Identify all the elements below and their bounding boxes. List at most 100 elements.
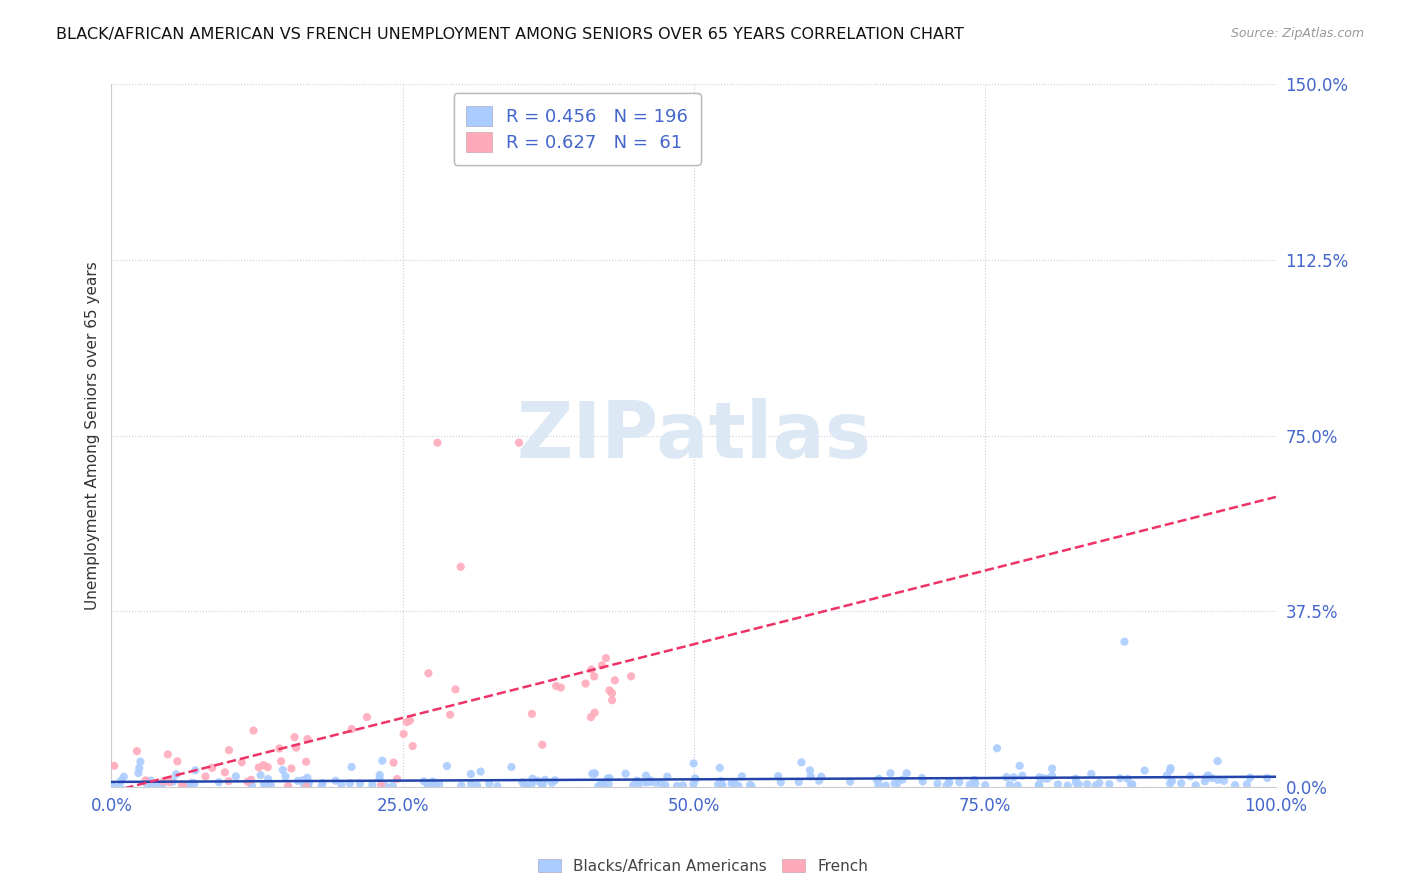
- Point: [252, 758, 274, 772]
- Point: [297, 732, 319, 747]
- Text: Source: ZipAtlas.com: Source: ZipAtlas.com: [1230, 27, 1364, 40]
- Point: [274, 769, 297, 783]
- Point: [709, 761, 731, 775]
- Point: [998, 778, 1021, 792]
- Point: [152, 776, 174, 790]
- Point: [297, 771, 319, 785]
- Point: [738, 778, 761, 792]
- Point: [530, 777, 553, 791]
- Point: [1056, 779, 1078, 793]
- Point: [1236, 777, 1258, 791]
- Point: [620, 669, 643, 683]
- Point: [522, 772, 544, 786]
- Point: [214, 765, 236, 780]
- Point: [634, 769, 657, 783]
- Point: [340, 722, 363, 736]
- Point: [1180, 769, 1202, 783]
- Point: [470, 764, 492, 779]
- Point: [627, 777, 650, 791]
- Point: [1080, 767, 1102, 781]
- Point: [127, 766, 149, 780]
- Point: [583, 766, 606, 780]
- Point: [257, 772, 280, 786]
- Point: [666, 779, 689, 793]
- Point: [427, 777, 450, 791]
- Point: [368, 768, 391, 782]
- Point: [402, 739, 425, 753]
- Point: [710, 774, 733, 789]
- Point: [1064, 772, 1087, 786]
- Point: [218, 743, 240, 757]
- Point: [311, 779, 333, 793]
- Point: [741, 779, 763, 793]
- Point: [1064, 776, 1087, 790]
- Point: [371, 754, 394, 768]
- Point: [963, 772, 986, 787]
- Point: [159, 775, 181, 789]
- Point: [152, 774, 174, 789]
- Point: [129, 755, 152, 769]
- Point: [292, 778, 315, 792]
- Point: [589, 776, 612, 790]
- Text: ZIPatlas: ZIPatlas: [516, 398, 872, 474]
- Point: [370, 778, 392, 792]
- Point: [799, 764, 821, 778]
- Point: [513, 777, 536, 791]
- Point: [596, 772, 619, 786]
- Point: [423, 778, 446, 792]
- Point: [723, 775, 745, 789]
- Point: [995, 770, 1018, 784]
- Point: [208, 775, 231, 789]
- Point: [645, 775, 668, 789]
- Point: [436, 759, 458, 773]
- Point: [614, 766, 637, 780]
- Point: [422, 775, 444, 789]
- Point: [1206, 772, 1229, 787]
- Point: [103, 758, 125, 772]
- Point: [875, 779, 897, 793]
- Point: [156, 747, 179, 762]
- Point: [634, 775, 657, 789]
- Point: [287, 773, 309, 788]
- Point: [598, 777, 620, 791]
- Point: [101, 780, 124, 794]
- Point: [184, 764, 207, 778]
- Point: [868, 778, 890, 792]
- Point: [247, 760, 270, 774]
- Point: [418, 666, 440, 681]
- Point: [419, 776, 441, 790]
- Point: [600, 686, 623, 700]
- Point: [1098, 777, 1121, 791]
- Point: [125, 744, 148, 758]
- Point: [544, 773, 567, 788]
- Point: [911, 774, 934, 789]
- Point: [1040, 762, 1063, 776]
- Point: [683, 772, 706, 786]
- Point: [280, 762, 302, 776]
- Point: [1040, 769, 1063, 783]
- Point: [886, 776, 908, 790]
- Point: [361, 778, 384, 792]
- Legend: Blacks/African Americans, French: Blacks/African Americans, French: [531, 853, 875, 880]
- Point: [1201, 771, 1223, 785]
- Point: [413, 774, 436, 789]
- Point: [295, 755, 318, 769]
- Point: [271, 763, 294, 777]
- Point: [439, 707, 461, 722]
- Point: [512, 775, 534, 789]
- Legend: R = 0.456   N = 196, R = 0.627   N =  61: R = 0.456 N = 196, R = 0.627 N = 61: [454, 94, 700, 165]
- Point: [731, 769, 754, 783]
- Point: [650, 777, 672, 791]
- Point: [727, 779, 749, 793]
- Point: [1116, 772, 1139, 786]
- Point: [1046, 777, 1069, 791]
- Point: [297, 779, 319, 793]
- Point: [240, 779, 263, 793]
- Point: [1194, 774, 1216, 789]
- Point: [787, 775, 810, 789]
- Point: [1160, 761, 1182, 775]
- Point: [1002, 770, 1025, 784]
- Point: [1156, 768, 1178, 782]
- Point: [285, 740, 308, 755]
- Point: [292, 773, 315, 788]
